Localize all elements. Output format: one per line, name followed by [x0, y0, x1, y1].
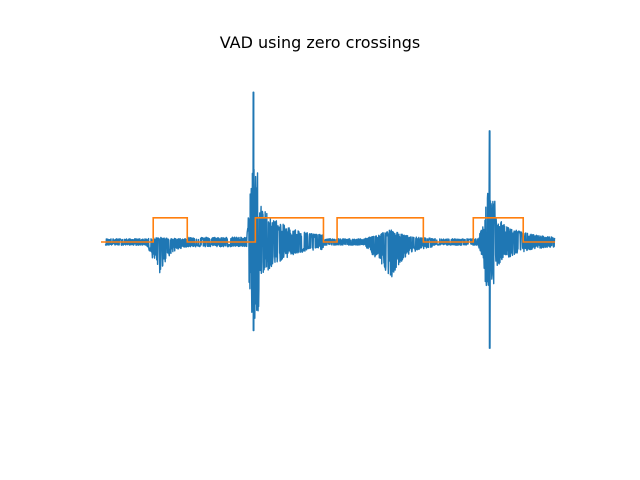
series-layer: [101, 91, 556, 349]
series-line-vad: [101, 217, 555, 243]
chart-title: VAD using zero crossings: [219, 33, 421, 52]
series-line-signal: [104, 91, 556, 349]
